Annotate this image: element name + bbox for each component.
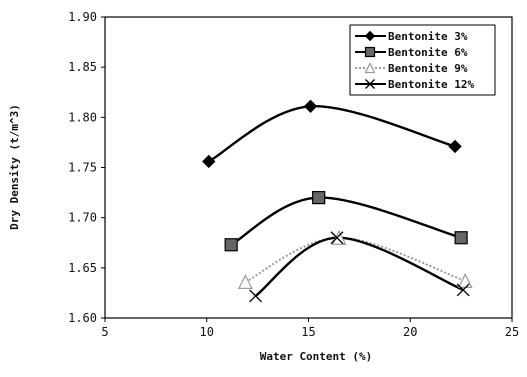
x-tick-label: 10	[200, 325, 214, 339]
y-tick-label: 1.65	[68, 261, 97, 275]
data-point-series-4	[456, 283, 470, 297]
series-line-4	[254, 236, 464, 297]
y-tick-label: 1.60	[68, 311, 97, 325]
x-axis-label: Water Content (%)	[260, 350, 373, 363]
data-point-series-1	[303, 99, 318, 114]
plot-markers	[202, 99, 473, 303]
data-point-series-2	[312, 191, 326, 205]
data-point-series-2	[224, 238, 238, 252]
legend: Bentonite 3% Bentonite 6% Bentonite 9% Bent…	[349, 24, 496, 96]
data-point-series-3	[331, 229, 347, 245]
legend-entry-label: Bentonite 9%	[388, 62, 468, 75]
y-axis-label: Dry Density (t/m^3)	[8, 104, 21, 230]
data-point-series-3	[457, 273, 473, 288]
plot-lines	[208, 105, 466, 297]
legend-marker	[364, 46, 376, 58]
data-point-series-1	[202, 154, 216, 169]
legend-marker	[364, 62, 376, 74]
legend-entry-label: Bentonite 6%	[388, 46, 468, 59]
y-tick-label: 1.85	[68, 60, 97, 74]
marker-stroke	[456, 283, 470, 297]
series-line-1	[208, 105, 456, 163]
x-tick-label: 5	[101, 325, 108, 339]
data-point-series-3	[237, 274, 253, 289]
y-tick-label: 1.80	[68, 110, 97, 124]
data-point-series-2	[454, 231, 468, 245]
axes: 5 10 15 20 25 1.60 1.65 1.70 1.75 1.80 1.85 1.90	[68, 10, 519, 339]
y-tick-label: 1.90	[68, 10, 97, 24]
marker-stroke	[365, 79, 375, 89]
data-point-series-4	[330, 231, 344, 245]
marker-stroke	[330, 231, 344, 245]
marker-stroke	[249, 289, 263, 303]
legend-marker	[365, 79, 375, 89]
legend-entry-label: Bentonite 3%	[388, 30, 468, 43]
x-tick-label: 20	[403, 325, 417, 339]
legend-marker	[364, 30, 376, 42]
y-tick-label: 1.75	[68, 161, 97, 175]
data-point-series-1	[448, 139, 462, 154]
data-point-series-4	[249, 289, 263, 303]
x-tick-label: 25	[505, 325, 519, 339]
x-tick-label: 15	[301, 325, 315, 339]
y-tick-label: 1.70	[68, 211, 97, 225]
legend-entry-label: Bentonite 12%	[388, 78, 474, 91]
